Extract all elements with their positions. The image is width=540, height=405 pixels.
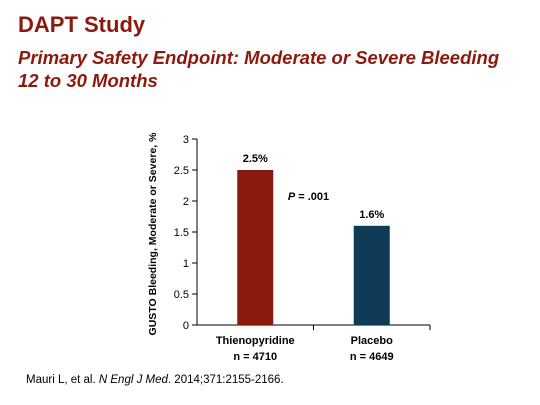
y-axis-title: GUSTO Bleeding, Moderate or Severe, % — [147, 132, 159, 336]
citation: Mauri L, et al. N Engl J Med. 2014;371:2… — [26, 374, 284, 386]
citation-authors: Mauri L, et al. — [26, 374, 99, 386]
bar-value-label: 1.6% — [359, 209, 384, 221]
p-value-symbol: P — [288, 191, 296, 203]
bar-placebo — [353, 225, 390, 325]
y-tick-label: 0 — [183, 320, 189, 332]
y-tick-label: 3 — [183, 134, 189, 146]
x-category-label: Placebo — [351, 335, 393, 347]
y-tick-label: 0.5 — [174, 289, 189, 301]
slide-subtitle: Primary Safety Endpoint: Moderate or Sev… — [18, 47, 500, 92]
bar-value-label: 2.5% — [243, 153, 268, 165]
chart-labels: 2.5% 1.6% Thienopyridine n = 4710 Placebo n =… — [216, 153, 394, 363]
slide-title: DAPT Study — [18, 12, 146, 37]
x-category-n-label: n = 4649 — [350, 351, 394, 363]
chart-bars — [237, 170, 390, 325]
chart-axes: 0 0.5 1 1.5 2 2.5 3 — [174, 134, 431, 332]
y-axis-label: GUSTO Bleeding, Moderate or Severe, % — [147, 132, 159, 336]
y-tick-label: 2 — [183, 196, 189, 208]
p-value-text: = .001 — [295, 191, 329, 203]
y-tick-label: 2.5 — [174, 165, 189, 177]
bar-thienopyridine — [237, 170, 274, 325]
x-category-n-label: n = 4710 — [233, 351, 277, 363]
y-tick-label: 1.5 — [174, 227, 189, 239]
p-value-annotation: P = .001 — [288, 191, 329, 203]
citation-details: . 2014;371:2155-2166. — [167, 374, 284, 386]
x-category-label: Thienopyridine — [216, 335, 295, 347]
y-tick-label: 1 — [183, 258, 189, 270]
citation-journal: N Engl J Med — [98, 374, 168, 386]
